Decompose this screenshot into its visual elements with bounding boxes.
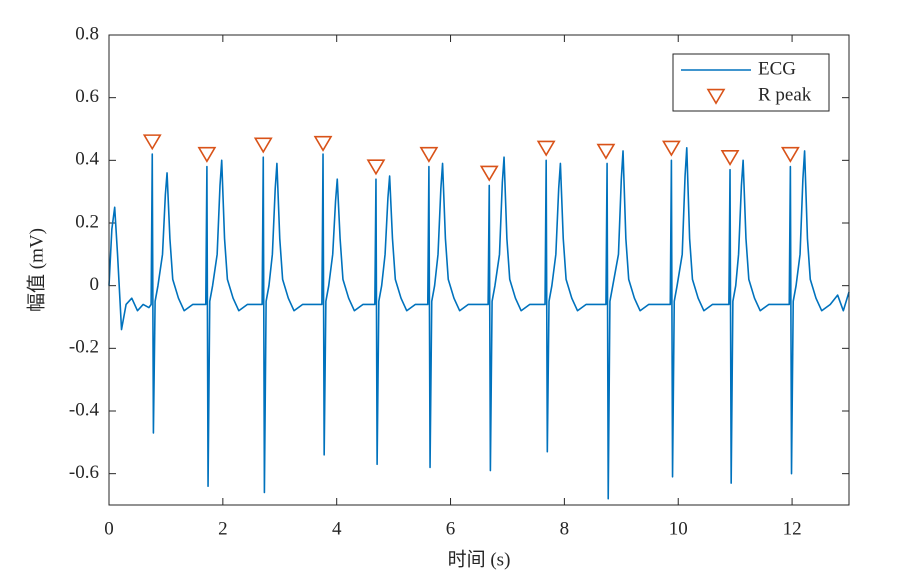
ecg-line: [108, 147, 850, 500]
y-tick-label: 0: [90, 274, 100, 295]
x-axis-label: 时间 (s): [448, 548, 511, 570]
y-tick-label: 0.6: [75, 86, 99, 107]
r-peak-marker: [419, 146, 439, 163]
legend-box: [672, 53, 830, 112]
x-tick-label: 8: [560, 518, 570, 539]
legend-swatch: [706, 88, 726, 105]
r-peak-marker: [536, 140, 556, 157]
r-peak-marker: [662, 140, 681, 157]
y-axis-label: 幅值 (mV): [25, 228, 47, 312]
y-tick-label: 0.4: [75, 149, 99, 170]
r-peak-marker: [313, 135, 333, 152]
r-peak-marker: [479, 165, 499, 182]
x-tick-label: 6: [446, 518, 456, 539]
y-tick-label: 0.2: [75, 211, 99, 232]
legend-label: R peak: [758, 84, 812, 105]
y-tick-label: -0.2: [69, 337, 99, 358]
r-peak-marker: [366, 159, 386, 176]
y-tick-label: 0.8: [75, 23, 99, 44]
r-peak-marker: [253, 137, 273, 154]
r-peak-marker: [142, 134, 162, 151]
r-peak-marker: [780, 146, 800, 163]
axes-frame: [108, 34, 850, 506]
r-peak-marker: [197, 146, 217, 163]
x-tick-label: 12: [783, 518, 802, 539]
x-tick-label: 2: [218, 518, 228, 539]
x-tick-label: 4: [332, 518, 342, 539]
x-tick-label: 0: [104, 518, 114, 539]
y-tick-label: -0.6: [69, 462, 99, 483]
y-tick-label: -0.4: [69, 399, 100, 420]
r-peak-marker: [720, 150, 740, 166]
legend-label: ECG: [758, 58, 796, 79]
x-tick-label: 10: [669, 518, 688, 539]
r-peak-marker: [596, 143, 616, 160]
